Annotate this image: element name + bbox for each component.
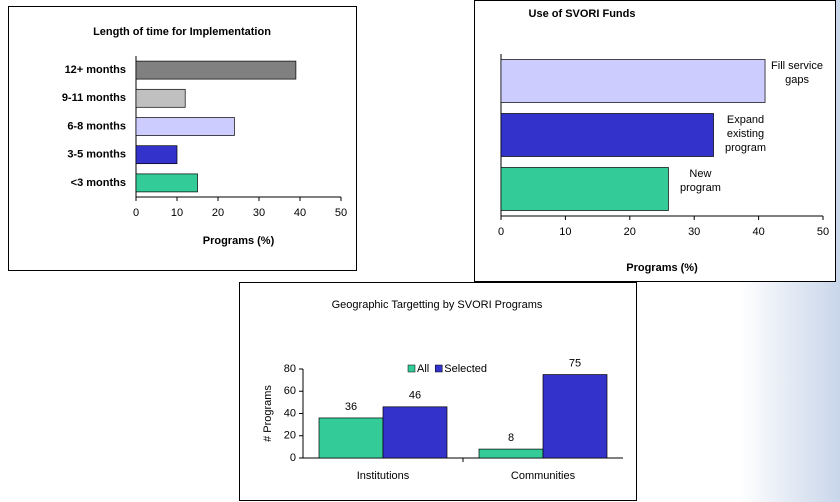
- x-axis-label: Programs (%): [203, 235, 275, 247]
- y-tick-label: 12+ months: [65, 64, 126, 76]
- y-tick-label: 6-8 months: [67, 120, 126, 132]
- x-tick-label: 20: [624, 226, 636, 238]
- bar: [500, 59, 766, 103]
- x-tick-label: 30: [688, 226, 700, 238]
- y-tick-label: <3 months: [71, 177, 126, 189]
- bar-label: New program: [679, 168, 721, 194]
- chart-title: Length of time for Implementation: [93, 26, 271, 38]
- chart-title: Use of SVORI Funds: [529, 8, 636, 20]
- y-tick-label: 60: [284, 385, 296, 397]
- data-label: 75: [569, 357, 581, 369]
- y-tick-label: 3-5 months: [67, 149, 126, 161]
- x-tick-label: 50: [817, 226, 829, 238]
- bar: [135, 117, 235, 136]
- bar-label-box: Expand existing program: [725, 114, 766, 154]
- x-tick-label: 10: [171, 207, 183, 219]
- bar-label: Expand existing program: [725, 114, 766, 154]
- y-tick-label: 9-11 months: [62, 92, 126, 104]
- bar-label-box: Fill service gaps: [771, 60, 823, 86]
- y-tick-label: 20: [284, 430, 296, 442]
- bar: [135, 88, 186, 108]
- bar: [500, 113, 714, 157]
- x-tick-label: 40: [752, 226, 764, 238]
- data-label: 36: [345, 401, 357, 413]
- y-tick-label: 0: [290, 452, 296, 464]
- x-tick-label: 30: [253, 207, 265, 219]
- bar: [382, 406, 448, 459]
- x-tick-label: 0: [133, 207, 139, 219]
- y-axis-label: # Programs: [262, 385, 274, 442]
- x-tick-label: 0: [498, 226, 504, 238]
- y-tick-label: 40: [284, 407, 296, 419]
- legend-swatch: [434, 364, 443, 373]
- data-label: 8: [508, 432, 514, 444]
- bar: [318, 417, 384, 459]
- x-tick-label: Communities: [511, 470, 576, 482]
- legend-label: All: [417, 363, 429, 375]
- bar-label: Fill service gaps: [771, 60, 823, 86]
- bar-label-box: New program: [679, 168, 721, 194]
- x-tick-label: Institutions: [357, 470, 410, 482]
- bar: [478, 448, 544, 459]
- x-tick-label: 10: [559, 226, 571, 238]
- y-tick-label: 80: [284, 363, 296, 375]
- chart-frame: [8, 6, 357, 271]
- x-tick-label: 50: [335, 207, 347, 219]
- bar: [135, 60, 297, 80]
- bar: [542, 374, 608, 459]
- data-label: 46: [409, 390, 421, 402]
- bar: [135, 173, 198, 193]
- legend-label: Selected: [444, 363, 487, 375]
- x-tick-label: 40: [294, 207, 306, 219]
- legend-swatch: [407, 364, 416, 373]
- x-axis-label: Programs (%): [626, 262, 698, 274]
- bar: [500, 167, 669, 211]
- bar: [135, 145, 178, 165]
- x-tick-label: 20: [212, 207, 224, 219]
- chart-title: Geographic Targetting by SVORI Programs: [332, 299, 543, 311]
